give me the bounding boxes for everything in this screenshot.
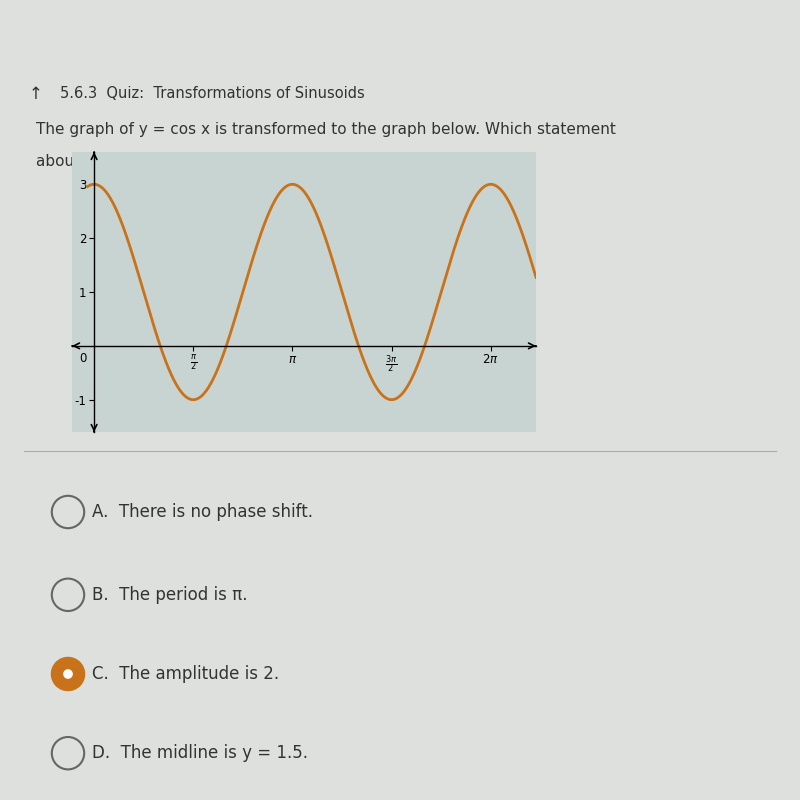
Text: A.  There is no phase shift.: A. There is no phase shift. [92, 503, 313, 521]
Text: about the graph is not correct?: about the graph is not correct? [36, 154, 274, 170]
Text: 0: 0 [79, 352, 86, 366]
Ellipse shape [63, 669, 73, 679]
Text: D.  The midline is y = 1.5.: D. The midline is y = 1.5. [92, 744, 308, 762]
Text: ↑: ↑ [29, 85, 43, 103]
Text: The graph of y = cos x is transformed to the graph below. Which statement: The graph of y = cos x is transformed to… [36, 122, 616, 137]
Ellipse shape [52, 658, 84, 690]
Text: B.  The period is π.: B. The period is π. [92, 586, 247, 604]
Text: 5.6.3  Quiz:  Transformations of Sinusoids: 5.6.3 Quiz: Transformations of Sinusoids [60, 86, 365, 102]
Text: C.  The amplitude is 2.: C. The amplitude is 2. [92, 665, 279, 683]
